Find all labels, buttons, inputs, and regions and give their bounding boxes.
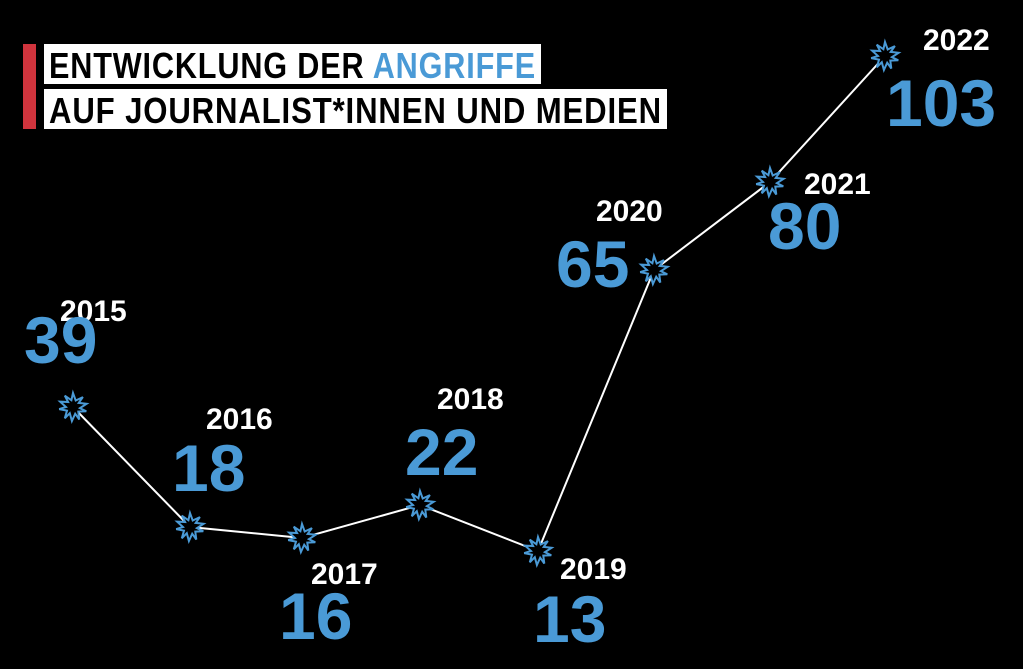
marker-2021 (754, 164, 787, 199)
year-label-2017: 2017 (311, 558, 378, 591)
title-line2: AUF JOURNALIST*INNEN UND MEDIEN (49, 90, 662, 131)
marker-2016 (174, 509, 207, 544)
year-label-2022: 2022 (923, 24, 990, 57)
year-label-2015: 2015 (60, 295, 127, 328)
value-label-2019: 13 (533, 582, 606, 656)
value-label-2018: 22 (405, 415, 478, 489)
value-label-2020: 65 (556, 227, 629, 301)
series-line (72, 55, 886, 553)
value-label-2015: 39 (24, 303, 97, 377)
value-label-2021: 80 (768, 189, 841, 263)
marker-2019 (522, 533, 555, 568)
data-markers (57, 38, 902, 568)
year-label-2021: 2021 (804, 168, 871, 201)
value-label-2022: 103 (886, 66, 996, 140)
value-label-2017: 16 (279, 579, 352, 653)
title-accent-bar (23, 44, 36, 129)
year-label-2018: 2018 (437, 383, 504, 416)
marker-2017 (286, 520, 319, 555)
title-line1-box (44, 44, 541, 84)
title-line1-highlight: ANGRIFFE (373, 45, 536, 86)
year-label-2020: 2020 (596, 195, 663, 228)
title-line1: ENTWICKLUNG DER ANGRIFFE (49, 45, 536, 86)
marker-2018 (404, 487, 437, 522)
year-label-2016: 2016 (206, 403, 273, 436)
title-line1-prefix: ENTWICKLUNG DER (49, 45, 373, 86)
marker-2015 (57, 389, 90, 424)
chart-title: ENTWICKLUNG DER ANGRIFFE AUF JOURNALIST*… (23, 44, 667, 131)
marker-2022 (869, 38, 902, 73)
marker-2020 (638, 252, 671, 287)
year-label-2019: 2019 (560, 553, 627, 586)
value-label-2016: 18 (172, 431, 245, 505)
title-line2-box (44, 89, 667, 129)
